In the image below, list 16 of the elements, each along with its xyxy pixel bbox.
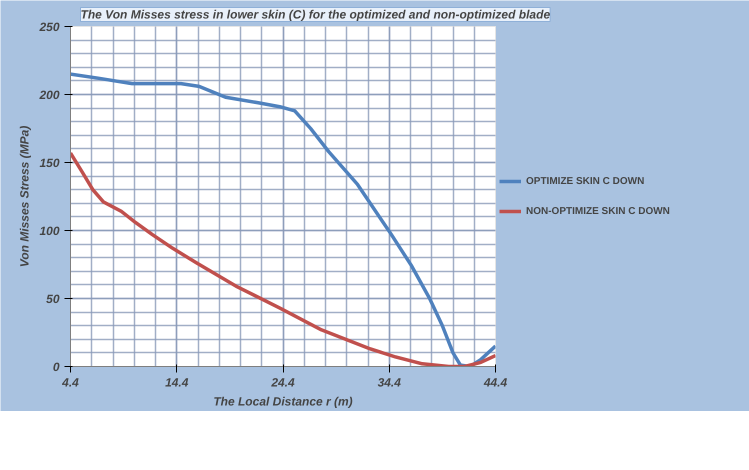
x-tick-label: 34.4 <box>378 376 402 390</box>
x-axis-title: The Local Distance r (m) <box>213 394 353 408</box>
chart-title: The Von Misses stress in lower skin (C) for the optimized and non-optimized blade <box>80 8 550 22</box>
legend-label: NON-OPTIMIZE SKIN C DOWN <box>526 206 670 216</box>
y-axis-title: Von Misses Stress (MPa) <box>17 126 32 268</box>
x-tick-label: 14.4 <box>165 376 189 390</box>
legend-label: OPTIMIZE SKIN C DOWN <box>526 176 644 186</box>
y-tick-label: 250 <box>38 20 60 34</box>
y-tick-label: 50 <box>46 292 60 306</box>
x-tick-label: 4.4 <box>61 376 80 390</box>
y-tick-label: 150 <box>39 156 60 170</box>
y-tick-label: 0 <box>52 360 60 374</box>
y-tick-label: 200 <box>38 88 60 102</box>
x-tick-label: 44.4 <box>482 376 508 390</box>
y-tick-label: 100 <box>39 224 60 238</box>
x-tick-label: 24.4 <box>270 376 296 390</box>
